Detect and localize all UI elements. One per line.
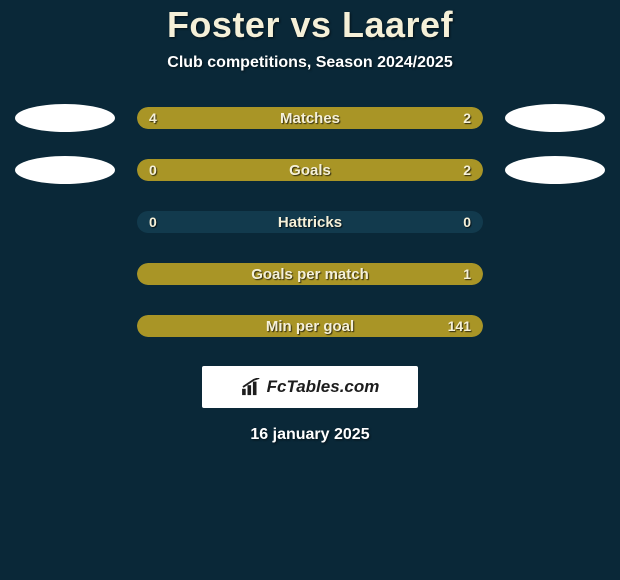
stat-label: Hattricks: [137, 211, 483, 233]
player-avatar-left: [15, 156, 115, 184]
stat-bar: 141Min per goal: [137, 315, 483, 337]
stat-label: Goals per match: [137, 263, 483, 285]
stat-bar: 02Goals: [137, 159, 483, 181]
stats-area: 42Matches 02Goals 00Hattricks 1Goals per ma…: [0, 106, 620, 338]
page-title: Foster vs Laaref: [0, 4, 620, 46]
stat-row: 1Goals per match: [0, 262, 620, 286]
player-avatar-left: [15, 104, 115, 132]
stat-label: Goals: [137, 159, 483, 181]
stat-bar: 1Goals per match: [137, 263, 483, 285]
stat-row: 02Goals: [0, 158, 620, 182]
stat-label: Matches: [137, 107, 483, 129]
player-avatar-right: [505, 104, 605, 132]
stat-bar: 00Hattricks: [137, 211, 483, 233]
page-subtitle: Club competitions, Season 2024/2025: [0, 54, 620, 72]
chart-icon: [241, 378, 263, 396]
date-stamp: 16 january 2025: [0, 426, 620, 444]
stat-label: Min per goal: [137, 315, 483, 337]
stat-bar: 42Matches: [137, 107, 483, 129]
branding-badge[interactable]: FcTables.com: [202, 366, 418, 408]
branding-text: FcTables.com: [267, 377, 380, 397]
stat-row: 00Hattricks: [0, 210, 620, 234]
stat-row: 141Min per goal: [0, 314, 620, 338]
comparison-card: Foster vs Laaref Club competitions, Seas…: [0, 0, 620, 444]
stat-row: 42Matches: [0, 106, 620, 130]
player-avatar-right: [505, 156, 605, 184]
